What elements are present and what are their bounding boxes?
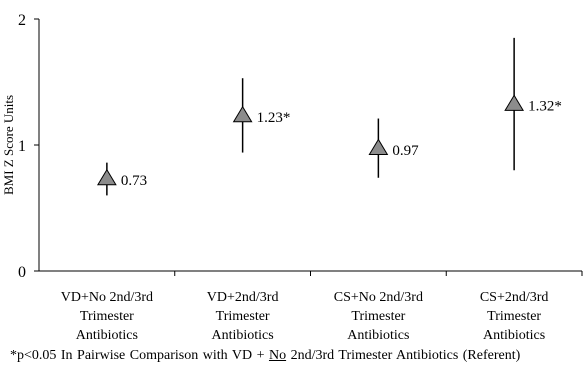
- x-tick-label-line: Antibiotics: [76, 328, 138, 343]
- x-tick-label-line: Antibiotics: [347, 328, 409, 343]
- x-tick-label-line: Trimester: [351, 309, 405, 324]
- y-axis-label: BMI Z Score Units: [1, 95, 16, 195]
- x-tick-label-line: VD+No 2nd/3rd: [61, 290, 153, 305]
- x-tick-label-line: Antibiotics: [212, 328, 274, 343]
- y-tick-label: 0: [18, 264, 26, 281]
- data-point-group: 0.97: [368, 118, 419, 178]
- marks: 0.73 1.23* 0.97 1.32*: [96, 37, 562, 196]
- x-tick-label-line: Trimester: [487, 309, 541, 324]
- axes: 0 1 2 BMI Z Score Units: [1, 12, 583, 281]
- footnote: *p<0.05 In Pairwise Comparison with VD +…: [10, 348, 585, 364]
- triangle-marker: [96, 168, 117, 186]
- data-label: 0.97: [392, 143, 419, 159]
- x-tick-label-line: CS+No 2nd/3rd: [334, 290, 423, 305]
- data-label: 1.32*: [528, 99, 562, 115]
- triangle-marker: [504, 94, 525, 111]
- x-tick-label: VD+No 2nd/3rd Trimester Antibiotics: [61, 290, 153, 343]
- x-tick-label-line: Trimester: [80, 309, 134, 324]
- x-tick-label-line: Antibiotics: [483, 328, 545, 343]
- x-tick-label-line: CS+2nd/3rd: [480, 290, 549, 305]
- x-tick-label-line: VD+2nd/3rd: [207, 290, 279, 305]
- data-point-group: 1.23*: [232, 78, 291, 153]
- data-label: 0.73: [121, 173, 147, 189]
- triangle-marker: [368, 138, 389, 155]
- y-tick-label: 1: [18, 138, 26, 155]
- x-tick-label: CS+No 2nd/3rd Trimester Antibiotics: [334, 290, 423, 343]
- footnote-prefix: *p<0.05 In Pairwise Comparison with VD +: [10, 348, 269, 363]
- data-point-group: 1.32*: [504, 37, 562, 171]
- footnote-suffix: 2nd/3rd Trimester Antibiotics (Referent): [286, 348, 521, 363]
- footnote-underlined: No: [268, 348, 287, 363]
- x-tick-label: VD+2nd/3rd Trimester Antibiotics: [207, 290, 279, 343]
- data-label: 1.23*: [257, 110, 291, 126]
- x-tick-labels: VD+No 2nd/3rd Trimester AntibioticsVD+2nd/…: [61, 290, 549, 343]
- x-tick-label: CS+2nd/3rd Trimester Antibiotics: [480, 290, 549, 343]
- data-point-group: 0.73: [96, 162, 147, 196]
- triangle-marker: [232, 105, 253, 123]
- y-tick-label: 2: [18, 12, 26, 29]
- x-tick-label-line: Trimester: [216, 309, 270, 324]
